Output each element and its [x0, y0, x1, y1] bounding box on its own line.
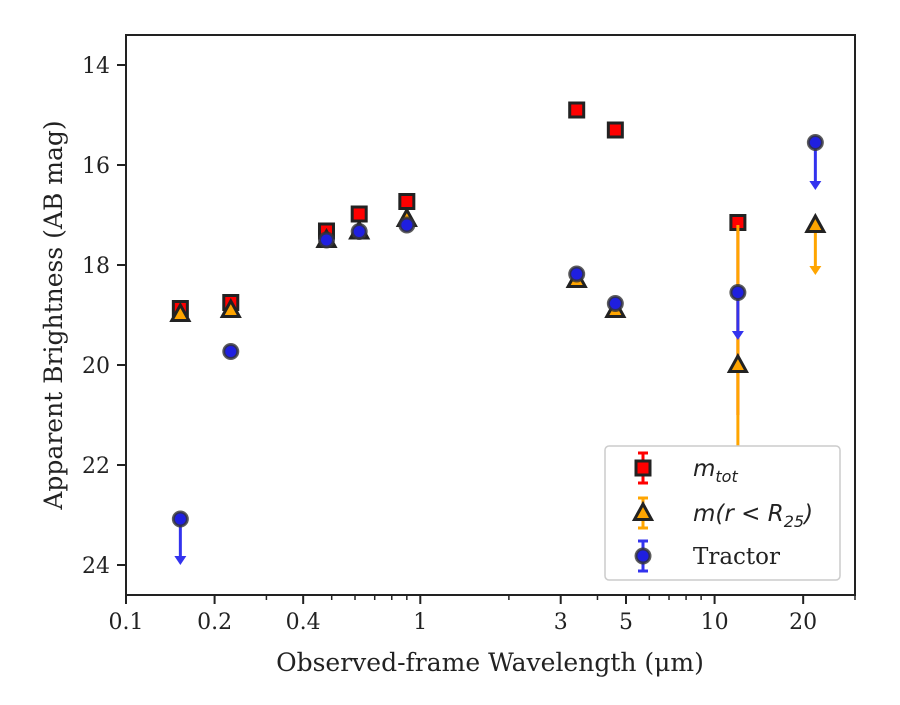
- data-point-triangle: [169, 301, 192, 322]
- data-point-square: [568, 101, 586, 119]
- legend-entry: m(r < R25): [631, 496, 813, 531]
- data-point-circle: [222, 343, 240, 360]
- x-axis-label: Observed-frame Wavelength (μm): [276, 648, 704, 677]
- upper-limit-arrow-head: [174, 556, 187, 565]
- legend-label: Tractor: [693, 544, 780, 570]
- y-tick-label: 24: [82, 554, 110, 579]
- x-tick-label: 0.4: [286, 610, 321, 635]
- data-point-triangle: [726, 352, 749, 373]
- data-point-circle: [317, 231, 335, 249]
- data-point-circle: [729, 284, 747, 301]
- data-point-circle: [568, 265, 586, 283]
- data-point-circle: [171, 510, 189, 528]
- y-tick-label: 22: [82, 454, 110, 479]
- data-point-square: [350, 205, 368, 223]
- chart-marks: [169, 101, 827, 565]
- legend-label: m(r < R25): [693, 501, 813, 531]
- data-point-square: [398, 193, 416, 210]
- y-tick-label: 18: [82, 254, 110, 279]
- data-point-circle: [350, 223, 368, 240]
- x-tick-label: 10: [701, 610, 729, 635]
- legend-entry: Tractor: [634, 539, 780, 573]
- y-tick-label: 16: [82, 154, 110, 179]
- legend-marker-triangle: [631, 500, 655, 521]
- x-tick-label: 0.2: [197, 610, 232, 635]
- x-tick-label: 1: [413, 610, 427, 635]
- data-point-circle: [398, 216, 416, 234]
- x-tick-label: 3: [554, 610, 568, 635]
- axis-ticks: 0.1 0.2 0.4 1 3 5 10 20 14 16 18 20 22 24: [82, 54, 856, 635]
- legend-box: [604, 445, 841, 581]
- legend-marker-square: [634, 459, 652, 477]
- upper-limit-arrow-head: [809, 181, 822, 190]
- legend-entry: mtot: [634, 451, 738, 486]
- plot-frame: [125, 34, 856, 596]
- data-point-triangle: [219, 297, 242, 318]
- series-2: [171, 134, 824, 565]
- upper-limit-arrow-head: [809, 266, 822, 275]
- legend-label: mtot: [693, 456, 738, 486]
- data-point-circle: [606, 295, 624, 312]
- y-tick-label: 20: [82, 354, 110, 379]
- legend: mtot m(r < R25) Tractor: [604, 445, 841, 581]
- data-point-triangle: [804, 212, 827, 233]
- data-point-square: [606, 121, 624, 139]
- y-tick-label: 14: [82, 54, 110, 79]
- x-tick-label: 20: [789, 610, 817, 635]
- legend-marker-circle: [634, 547, 652, 565]
- upper-limit-arrow-head: [731, 331, 744, 340]
- x-tick-label: 5: [619, 610, 633, 635]
- data-point-circle: [806, 134, 824, 151]
- y-axis-label: Apparent Brightness (AB mag): [39, 120, 68, 510]
- x-tick-label: 0.1: [109, 610, 144, 635]
